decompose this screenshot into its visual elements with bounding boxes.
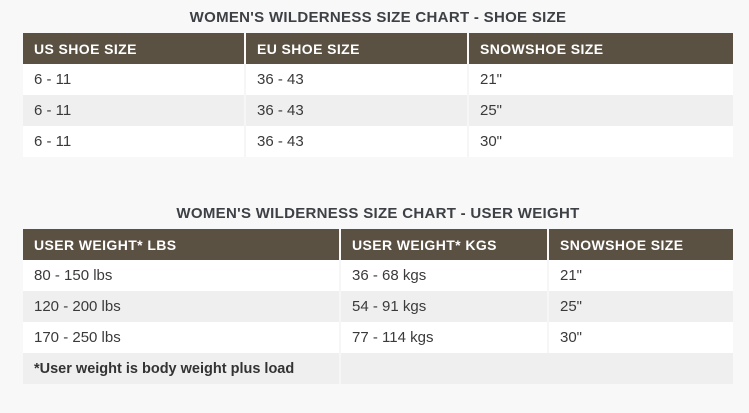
column-header-snowshoe-size: SNOWSHOE SIZE xyxy=(468,33,733,64)
hatched-empty-cell xyxy=(340,353,733,384)
column-header-user-weight-lbs: USER WEIGHT* LBS xyxy=(23,229,341,260)
footnote-cell: *User weight is body weight plus load xyxy=(23,353,341,384)
table-cell: 6 - 11 xyxy=(23,95,246,126)
table-row: 80 - 150 lbs 36 - 68 kgs 21" xyxy=(23,260,733,291)
table-cell: 30" xyxy=(468,126,733,157)
column-header-eu-shoe-size: EU SHOE SIZE xyxy=(245,33,469,64)
table-cell: 54 - 91 kgs xyxy=(340,291,549,322)
table-cell: 21" xyxy=(548,260,733,291)
column-header-user-weight-kgs: USER WEIGHT* KGS xyxy=(340,229,549,260)
table-cell: 36 - 43 xyxy=(245,64,469,95)
table-cell: 21" xyxy=(468,64,733,95)
table-row: 6 - 11 36 - 43 25" xyxy=(23,95,733,126)
table-cell: 6 - 11 xyxy=(23,126,246,157)
table-cell: 30" xyxy=(548,322,733,353)
table-cell: 80 - 150 lbs xyxy=(23,260,341,291)
table-cell: 170 - 250 lbs xyxy=(23,322,341,353)
table-cell: 120 - 200 lbs xyxy=(23,291,341,322)
table-row: 120 - 200 lbs 54 - 91 kgs 25" xyxy=(23,291,733,322)
user-weight-table: USER WEIGHT* LBS USER WEIGHT* KGS SNOWSH… xyxy=(23,229,733,384)
table-row: 6 - 11 36 - 43 21" xyxy=(23,64,733,95)
table-row: 6 - 11 36 - 43 30" xyxy=(23,126,733,157)
table-cell: 36 - 68 kgs xyxy=(340,260,549,291)
table-cell: 25" xyxy=(548,291,733,322)
shoe-size-chart-title: WOMEN'S WILDERNESS SIZE CHART - SHOE SIZ… xyxy=(189,9,567,26)
table-cell: 77 - 114 kgs xyxy=(340,322,549,353)
column-header-us-shoe-size: US SHOE SIZE xyxy=(23,33,246,64)
column-header-snowshoe-size: SNOWSHOE SIZE xyxy=(548,229,733,260)
table-header-row: US SHOE SIZE EU SHOE SIZE SNOWSHOE SIZE xyxy=(23,33,733,64)
table-cell: 36 - 43 xyxy=(245,126,469,157)
table-cell: 36 - 43 xyxy=(245,95,469,126)
user-weight-chart-title: WOMEN'S WILDERNESS SIZE CHART - USER WEI… xyxy=(176,205,580,222)
size-chart-page: WOMEN'S WILDERNESS SIZE CHART - SHOE SIZ… xyxy=(23,9,733,384)
table-header-row: USER WEIGHT* LBS USER WEIGHT* KGS SNOWSH… xyxy=(23,229,733,260)
table-row: 170 - 250 lbs 77 - 114 kgs 30" xyxy=(23,322,733,353)
table-cell: 6 - 11 xyxy=(23,64,246,95)
footnote-row: *User weight is body weight plus load xyxy=(23,353,733,384)
table-cell: 25" xyxy=(468,95,733,126)
shoe-size-table: US SHOE SIZE EU SHOE SIZE SNOWSHOE SIZE … xyxy=(23,33,733,157)
